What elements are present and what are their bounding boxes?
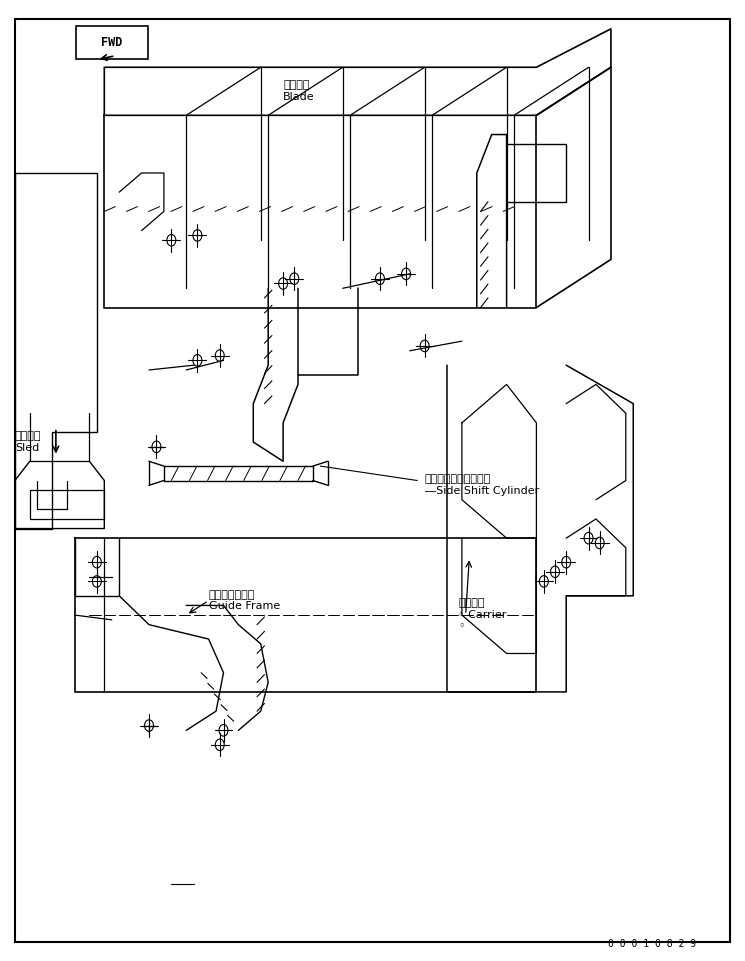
Text: ブレード
Blade: ブレード Blade xyxy=(283,81,314,102)
Text: FWD: FWD xyxy=(101,36,122,49)
Text: サイドシフトシリンダ
―Side Shift Cylinder: サイドシフトシリンダ ―Side Shift Cylinder xyxy=(425,475,539,496)
Text: 0 0 0 1 0 8 2 9: 0 0 0 1 0 8 2 9 xyxy=(608,940,696,949)
Text: ガイドフレーム
Guide Frame: ガイドフレーム Guide Frame xyxy=(209,590,280,611)
FancyBboxPatch shape xyxy=(76,26,148,59)
Text: スレッド
Sled: スレッド Sled xyxy=(15,431,42,453)
Text: キャリア
◦ Carrier
◦: キャリア ◦ Carrier ◦ xyxy=(458,599,507,631)
